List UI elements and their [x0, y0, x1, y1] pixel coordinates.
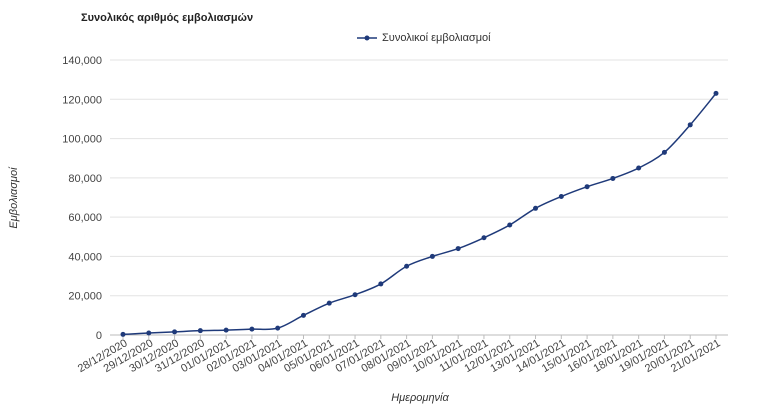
- chart-title: Συνολικός αριθμός εμβολιασμών: [81, 12, 254, 24]
- data-point[interactable]: [507, 222, 513, 228]
- data-point[interactable]: [223, 327, 229, 333]
- x-axis-ticks: 28/12/202029/12/202030/12/202031/12/2020…: [76, 335, 723, 375]
- data-point[interactable]: [120, 331, 126, 337]
- data-point[interactable]: [481, 235, 487, 241]
- data-point[interactable]: [558, 194, 564, 200]
- data-point[interactable]: [636, 165, 642, 171]
- data-point[interactable]: [352, 292, 358, 298]
- data-point[interactable]: [713, 90, 719, 96]
- data-point[interactable]: [378, 281, 384, 287]
- y-tick-label: 140,000: [62, 55, 102, 67]
- data-point[interactable]: [687, 122, 693, 128]
- legend[interactable]: Συνολικοί εμβολιασμοί: [356, 32, 491, 44]
- data-point[interactable]: [275, 325, 281, 331]
- legend-entry-label: Συνολικοί εμβολιασμοί: [382, 32, 491, 44]
- data-point[interactable]: [249, 326, 255, 332]
- data-point[interactable]: [584, 184, 590, 190]
- data-point[interactable]: [197, 328, 203, 334]
- data-point[interactable]: [533, 205, 539, 211]
- y-tick-label: 80,000: [68, 173, 102, 185]
- legend-line-marker-icon: [357, 35, 377, 41]
- data-point[interactable]: [404, 263, 410, 269]
- data-point[interactable]: [455, 246, 461, 252]
- y-tick-label: 100,000: [62, 134, 102, 146]
- y-tick-label: 120,000: [62, 94, 102, 106]
- y-tick-label: 40,000: [68, 251, 102, 263]
- x-axis-label: Ημερομηνία: [391, 392, 449, 404]
- data-point[interactable]: [300, 312, 306, 318]
- data-point[interactable]: [429, 253, 435, 259]
- y-tick-label: 0: [96, 330, 102, 342]
- gridlines: [110, 59, 728, 336]
- series-layer: [120, 90, 719, 337]
- data-point[interactable]: [326, 300, 332, 306]
- data-point[interactable]: [146, 330, 152, 336]
- y-axis-ticks: 0 20,000 40,000 60,000 80,000 100,000 120,000 1…: [62, 55, 102, 342]
- series-line: [122, 92, 717, 336]
- data-point[interactable]: [610, 175, 616, 181]
- data-point[interactable]: [661, 149, 667, 155]
- data-point[interactable]: [172, 329, 178, 335]
- y-tick-label: 60,000: [68, 212, 102, 224]
- y-tick-label: 20,000: [68, 291, 102, 303]
